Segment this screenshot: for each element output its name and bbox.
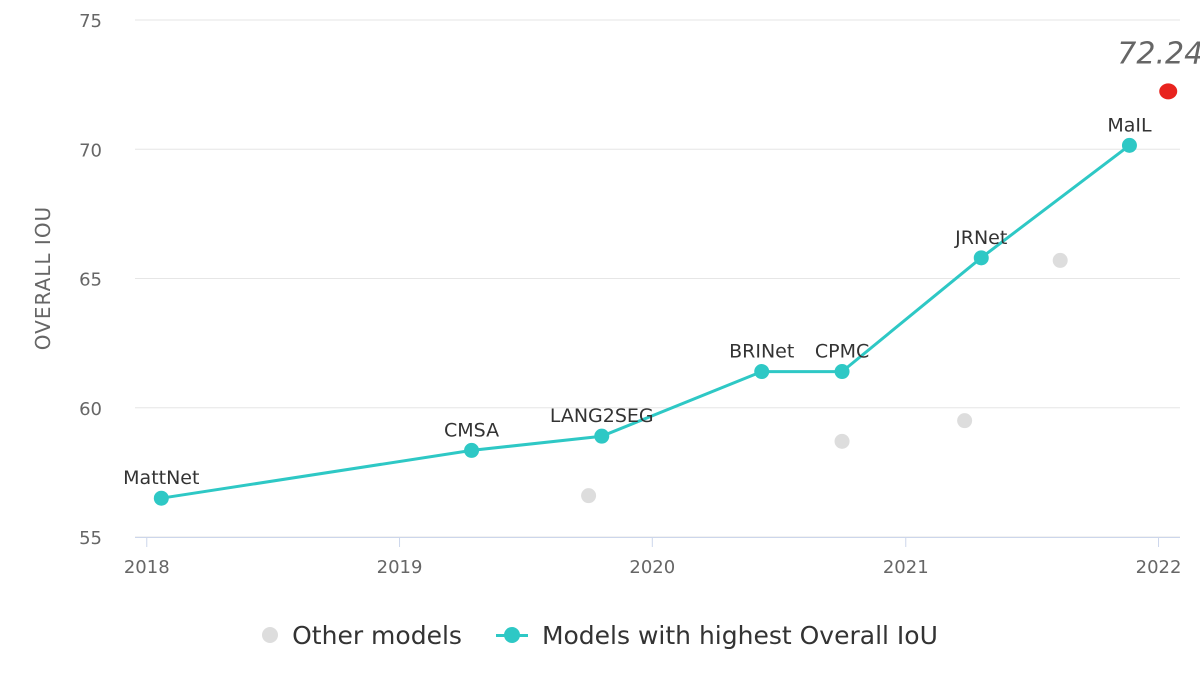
model-name-label: MattNet [123, 467, 199, 489]
best-model-point[interactable] [1121, 137, 1137, 153]
legend-item-other-models[interactable]: Other models [262, 621, 462, 650]
y-tick-label: 65 [79, 270, 102, 291]
model-name-label: LANG2SEG [550, 405, 654, 427]
model-name-label: CPMC [815, 341, 869, 363]
other-model-point[interactable] [834, 433, 850, 449]
annotation: 72.24 [1117, 36, 1200, 100]
y-tick-label: 70 [79, 140, 102, 161]
model-name-label: CMSA [444, 419, 499, 441]
legend-dot-icon [262, 627, 279, 643]
legend-label-other-models: Other models [292, 620, 462, 650]
other-models-points [581, 252, 1068, 504]
new-result-value-label: 72.24 [1117, 36, 1200, 71]
best-models-series-line [159, 143, 1131, 500]
model-name-label: BRINet [729, 341, 794, 363]
best-model-point[interactable] [464, 442, 480, 458]
legend-label-highest-iou: Models with highest Overall IoU [541, 620, 938, 650]
y-tick-label: 75 [79, 11, 102, 32]
x-tick-label: 2021 [883, 557, 929, 578]
best-model-point[interactable] [754, 364, 770, 380]
legend-item-highest-iou[interactable]: Models with highest Overall IoU [495, 620, 938, 650]
point-labels: MattNet CMSA LANG2SEG BRINet CPMC JRNet MaIL [123, 114, 1152, 489]
x-tick-label: 2022 [1136, 557, 1182, 578]
other-model-point[interactable] [957, 413, 973, 429]
best-model-point[interactable] [973, 250, 989, 266]
new-result-point[interactable] [1159, 83, 1178, 100]
y-tick-label: 55 [79, 528, 102, 549]
iou-line-chart: 55 60 65 70 75 2018 2019 2020 2021 2022 OVERALL I… [31, 11, 1200, 578]
legend-line-icon [495, 627, 528, 643]
x-tick-label: 2018 [124, 557, 170, 578]
other-model-point[interactable] [581, 488, 597, 504]
y-axis-title: OVERALL IOU [31, 206, 55, 350]
best-model-point[interactable] [594, 428, 610, 444]
other-model-point[interactable] [1052, 252, 1068, 268]
best-model-point[interactable] [834, 364, 850, 380]
legend: Other models Models with highest Overall… [0, 612, 1200, 658]
y-tick-label: 60 [79, 399, 102, 420]
axes: 55 60 65 70 75 2018 2019 2020 2021 2022 [79, 11, 1181, 578]
best-model-point[interactable] [153, 490, 169, 506]
grid-lines [135, 19, 1180, 538]
model-name-label: MaIL [1107, 114, 1152, 136]
best-models-line [153, 137, 1137, 506]
x-tick-label: 2019 [377, 557, 423, 578]
model-name-label: JRNet [954, 227, 1007, 249]
x-tick-label: 2020 [629, 557, 675, 578]
